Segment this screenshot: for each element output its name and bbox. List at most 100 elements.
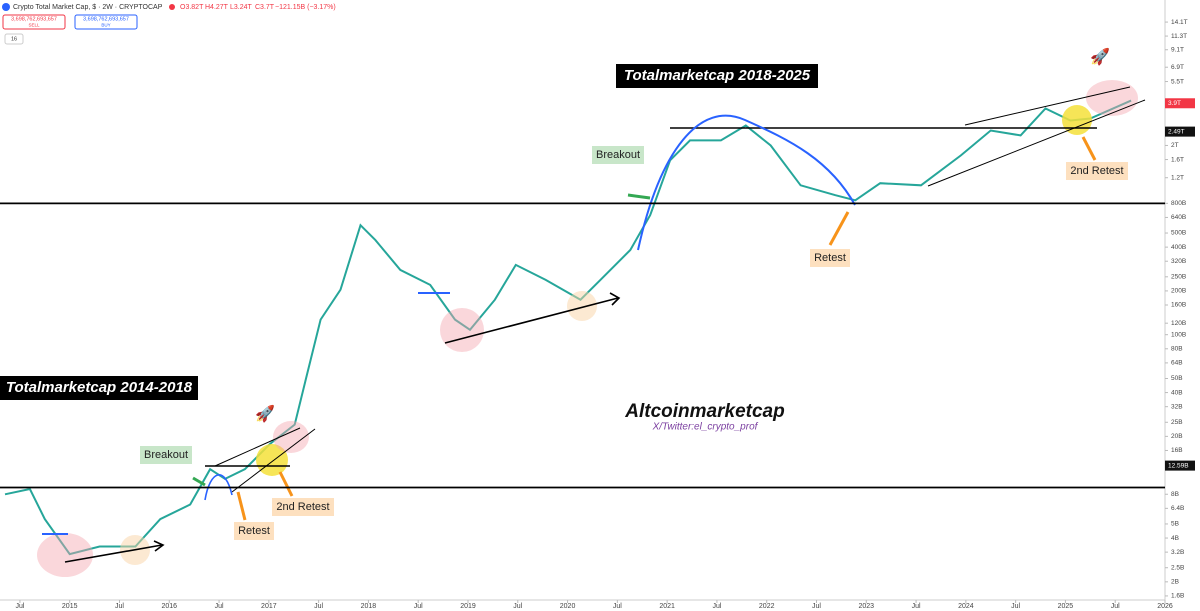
x-tick-label: 2022 [759,603,775,610]
x-tick-label: Jul [414,603,423,610]
x-tick-label: Jul [712,603,721,610]
y-tick-label: 9.1T [1171,46,1184,53]
pointer-arrow [627,193,651,200]
ohlc-high: H4.27T [205,4,229,11]
y-tick-label: 14.1T [1171,19,1188,26]
x-tick-label: Jul [513,603,522,610]
title-box [0,376,198,400]
y-tick-label: 120B [1171,320,1186,327]
x-tick-label: Jul [812,603,821,610]
y-tick-label: 800B [1171,200,1186,207]
x-tick-label: 2023 [858,603,874,610]
label-box [234,522,274,540]
pointer-arrow [278,471,294,497]
y-tick-label: 64B [1171,360,1183,367]
highlight [567,291,597,321]
annotation-label: Breakout [144,449,188,461]
price-tag [1165,126,1195,137]
highlight [273,421,309,453]
y-tick-label: 32B [1171,403,1183,410]
annotation-label: Retest [238,525,270,537]
y-tick-label: 40B [1171,389,1183,396]
y-tick-label: 20B [1171,433,1183,440]
watermark: Altcoinmarketcap [624,401,784,422]
channel-line [964,86,1131,126]
sell-price[interactable]: 3,698,762,693,657 [11,16,57,22]
indicator-toggle[interactable] [4,33,24,45]
trend-arrow [444,297,619,344]
trend-arrow [64,544,163,563]
x-tick-label: Jul [15,603,24,610]
status-dot [169,4,175,10]
y-tick-label: 2B [1171,579,1179,586]
ohlc-open: O3.82T [180,4,204,11]
x-tick-label: 2018 [361,603,377,610]
label-box [592,146,644,164]
y-tick-label: 250B [1171,274,1186,281]
x-tick-label: 2025 [1058,603,1074,610]
y-tick-label: 6.4B [1171,505,1184,512]
highlight [37,533,93,577]
price-tag [1165,460,1195,471]
sell-label[interactable]: SELL [28,23,40,28]
y-tick-label: 200B [1171,288,1186,295]
title-box [616,64,818,88]
y-tick-label: 6.9T [1171,64,1184,71]
ohlc-close: C3.7T [255,4,275,11]
x-tick-label: Jul [115,603,124,610]
buy-price[interactable]: 3,698,762,693,657 [83,16,129,22]
price-tag-label: 3.9T [1168,100,1181,107]
highlight [440,308,484,352]
y-tick-label: 50B [1171,375,1183,382]
y-tick-label: 3.2B [1171,549,1184,556]
pointer-arrow [1081,136,1097,161]
y-tick-label: 2.5B [1171,564,1184,571]
arrow-head [153,540,165,552]
channel-line [927,99,1146,187]
x-tick-label: 2020 [560,603,576,610]
y-tick-label: 1.2T [1171,174,1184,181]
pointer-arrow [236,491,247,521]
sell-button[interactable] [2,14,66,30]
symbol: Crypto Total Market Cap, $ · 2W · CRYPTO… [13,4,163,11]
highlights [37,80,1138,577]
y-tick-label: 160B [1171,302,1186,309]
y-tick-label: 80B [1171,346,1183,353]
label-box [810,249,850,267]
y-tick-label: 8B [1171,491,1179,498]
x-tick-label: 2015 [62,603,78,610]
x-tick-label: Jul [613,603,622,610]
x-tick-label: Jul [215,603,224,610]
y-tick-label: 320B [1171,258,1186,265]
y-tick-label: 11.3T [1171,33,1187,40]
indicator-count[interactable]: 16 [11,36,17,42]
arc [637,114,856,251]
annotation-title: Totalmarketcap 2018-2025 [624,67,811,84]
y-tick-label: 5.5T [1171,78,1184,85]
highlight [1062,105,1092,135]
arrow-head [609,292,621,306]
label-box [140,446,192,464]
x-tick-label: 2024 [958,603,974,610]
y-tick-label: 25B [1171,419,1183,426]
ohlc-low: L3.24T [230,4,253,11]
pointer-arrow [828,211,850,246]
x-tick-label: Jul [912,603,921,610]
price-tag-label: 2.49T [1168,128,1185,135]
x-tick-label: Jul [1111,603,1120,610]
price-tag [1165,98,1195,109]
buy-label[interactable]: BUY [101,23,110,28]
y-tick-label: 100B [1171,331,1186,338]
ohlc-change: −121.15B (−3.17%) [275,4,336,11]
x-tick-label: 2021 [659,603,675,610]
annotation-label: 2nd Retest [1070,165,1123,177]
channel-line [214,427,301,467]
y-tick-label: 400B [1171,244,1186,251]
x-tick-label: 2016 [161,603,177,610]
rocket-icon: 🚀 [255,404,275,423]
annotation-label: 2nd Retest [276,501,329,513]
annotation-label: Breakout [596,149,640,161]
buy-button[interactable] [74,14,138,30]
credit: X/Twitter:el_crypto_prof [652,422,759,433]
